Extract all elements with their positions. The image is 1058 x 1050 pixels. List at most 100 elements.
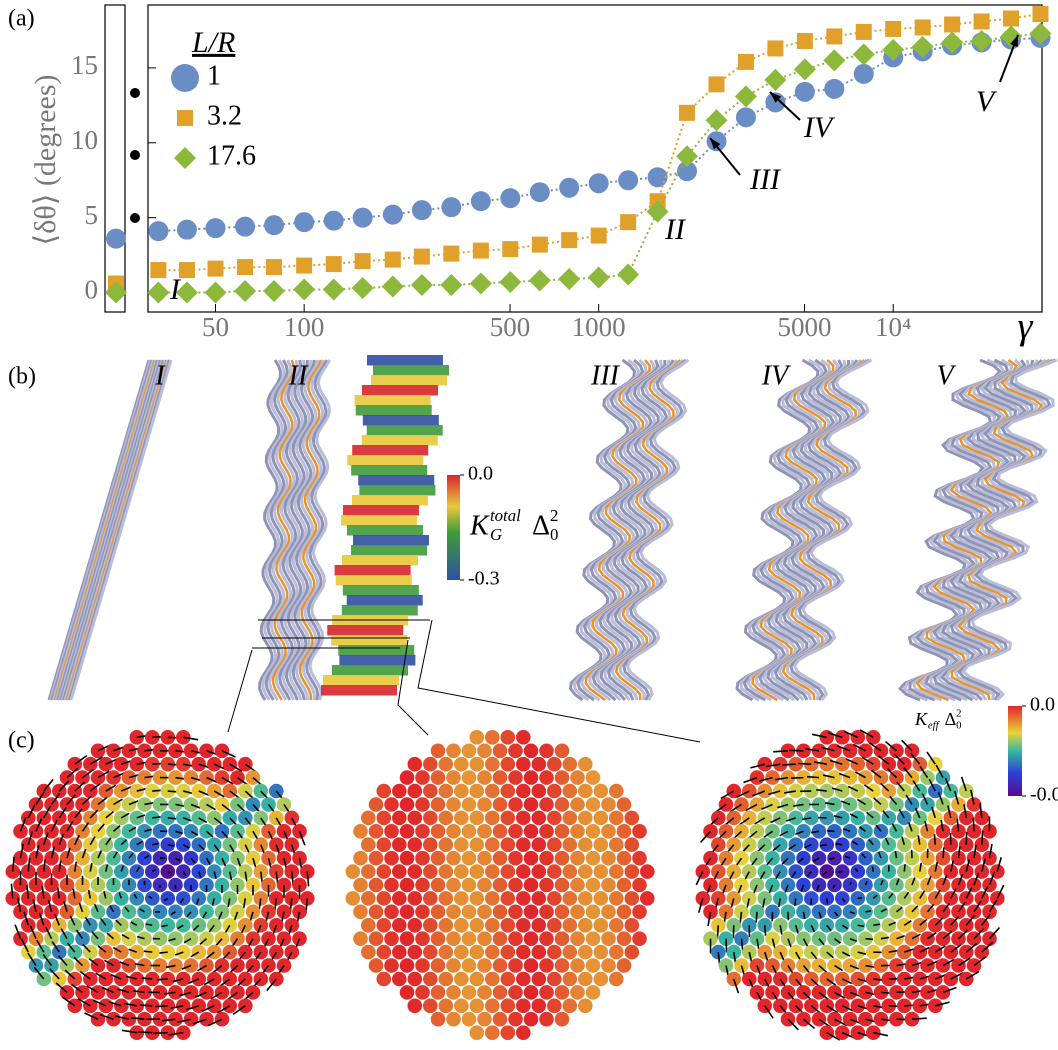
displacement <box>227 898 231 908</box>
point <box>263 280 286 303</box>
point <box>178 262 195 279</box>
displacement <box>175 803 186 808</box>
displacement <box>849 937 858 943</box>
displacement <box>258 898 262 910</box>
particle <box>554 985 570 1000</box>
displacement <box>89 756 103 765</box>
displacement <box>956 818 960 832</box>
particle <box>469 1025 485 1040</box>
displacement <box>942 930 953 940</box>
displacement <box>212 964 223 973</box>
particle <box>384 904 399 920</box>
particle <box>873 850 889 866</box>
particle <box>176 1025 191 1040</box>
displacement <box>880 879 884 886</box>
particle <box>866 783 881 799</box>
displacement <box>754 817 766 825</box>
particle <box>554 1011 570 1027</box>
particle <box>734 958 749 973</box>
particle <box>959 810 974 826</box>
particle <box>539 904 554 920</box>
displacement <box>849 991 862 998</box>
displacement <box>859 729 874 739</box>
displacement <box>190 830 199 836</box>
displacement <box>794 925 799 934</box>
particle <box>423 918 438 933</box>
particle <box>601 877 616 893</box>
particle <box>616 904 632 920</box>
point <box>734 85 757 108</box>
particle <box>438 998 454 1014</box>
particle <box>121 797 137 812</box>
particle <box>253 944 269 960</box>
particle <box>632 931 647 946</box>
displacement <box>720 790 735 800</box>
particle <box>415 850 430 866</box>
particle <box>353 904 368 920</box>
displacement <box>139 1004 153 1007</box>
particle <box>361 864 376 879</box>
fiber <box>572 358 641 702</box>
displacement <box>832 884 836 890</box>
particle <box>392 971 407 987</box>
particle <box>222 971 238 987</box>
particle <box>67 998 83 1014</box>
particle <box>415 958 430 973</box>
particle <box>562 891 578 906</box>
particle <box>454 783 469 799</box>
displacement <box>818 964 827 973</box>
particle <box>585 824 601 839</box>
displacement <box>773 749 789 753</box>
particle <box>461 877 477 893</box>
point <box>587 266 610 289</box>
particle <box>446 1011 461 1027</box>
displacement <box>136 814 146 819</box>
particle <box>477 958 492 973</box>
displacement <box>818 938 825 946</box>
displacement <box>988 871 996 886</box>
fiber <box>308 359 332 701</box>
particle <box>632 850 647 866</box>
colorbar-tick-label: 0.0 <box>468 463 493 485</box>
dot <box>130 88 140 98</box>
inset-point <box>105 281 127 304</box>
displacement <box>136 866 141 872</box>
particle <box>531 944 547 960</box>
particle <box>238 944 253 960</box>
particle <box>129 918 145 933</box>
point <box>618 170 639 191</box>
particle <box>951 850 966 866</box>
particle <box>276 824 292 839</box>
plot-frame <box>147 4 1043 313</box>
displacement <box>81 795 92 806</box>
displacement <box>168 1031 184 1036</box>
displacement <box>903 767 913 779</box>
particle <box>780 770 796 785</box>
displacement <box>963 804 968 819</box>
particle <box>765 958 780 973</box>
particle <box>145 944 160 960</box>
particle <box>757 783 773 799</box>
particle <box>773 783 788 799</box>
displacement <box>957 873 964 886</box>
particle <box>98 918 114 933</box>
displacement <box>120 838 128 846</box>
particle <box>477 850 492 866</box>
particle <box>485 944 500 960</box>
displacement <box>852 743 866 752</box>
particle <box>624 837 640 852</box>
particle <box>121 743 137 759</box>
particle <box>292 904 307 920</box>
displacement <box>775 871 781 880</box>
x-tick-label: 10⁴ <box>875 312 911 342</box>
curvature-band <box>335 575 412 586</box>
particle <box>609 837 624 852</box>
particle <box>384 931 399 946</box>
point <box>647 167 668 188</box>
point <box>411 200 432 221</box>
particle <box>430 743 446 759</box>
displacement <box>126 975 137 980</box>
displacement <box>182 844 190 849</box>
displacement <box>74 808 83 819</box>
particle <box>500 998 516 1014</box>
